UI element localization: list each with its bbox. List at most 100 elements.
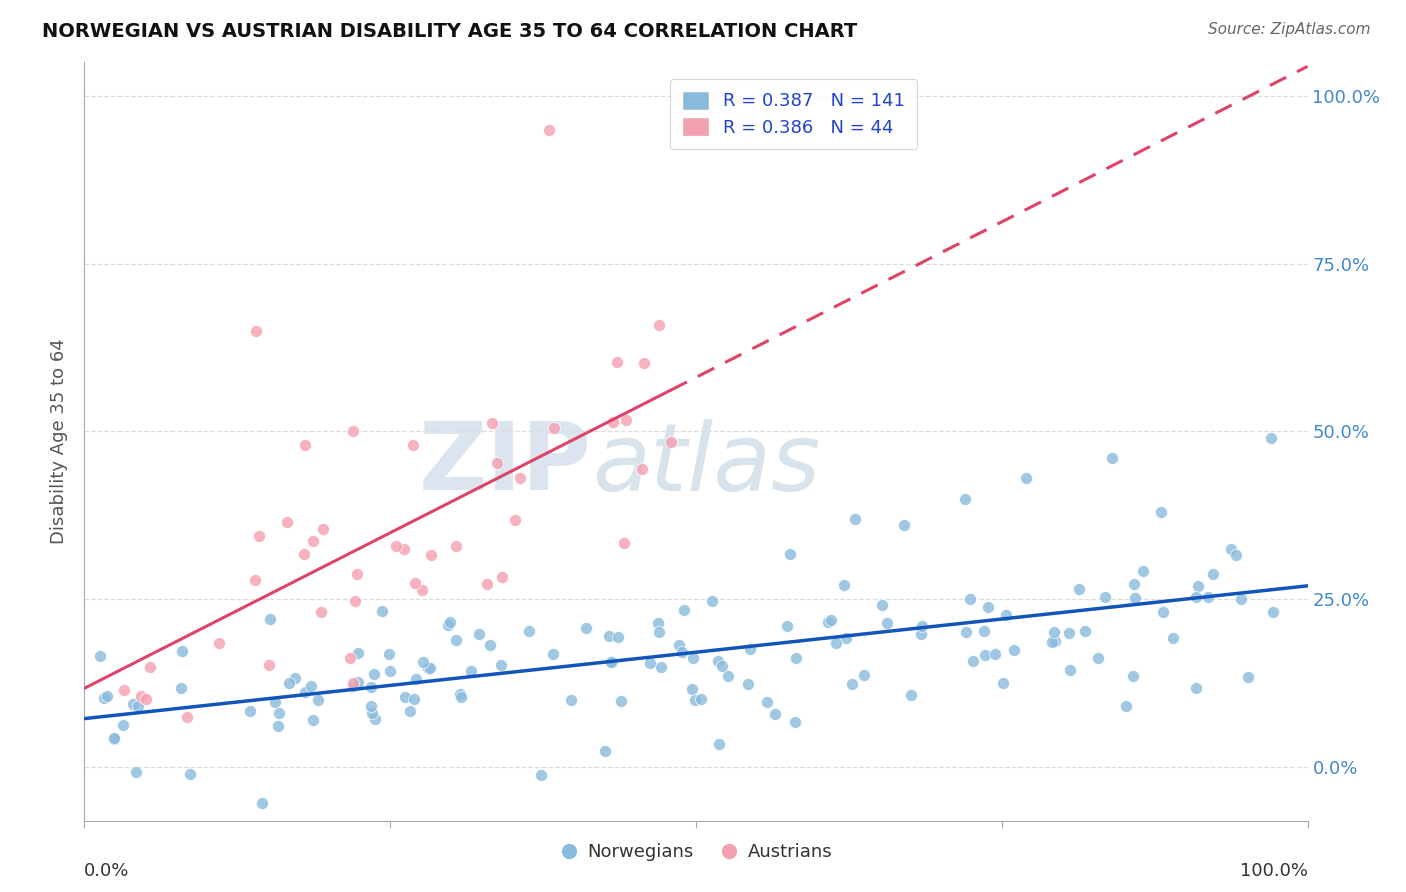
Point <box>347 675 370 690</box>
Point <box>361 706 384 720</box>
Point <box>640 656 662 670</box>
Point <box>139 659 162 673</box>
Point <box>575 620 598 634</box>
Point <box>689 692 711 706</box>
Point <box>707 737 730 751</box>
Point <box>404 692 426 706</box>
Point <box>962 654 984 668</box>
Point <box>339 651 361 665</box>
Point <box>135 691 157 706</box>
Point <box>974 648 997 662</box>
Point <box>717 669 740 683</box>
Point <box>682 650 704 665</box>
Point <box>977 600 1000 615</box>
Text: atlas: atlas <box>592 418 820 510</box>
Point <box>363 712 385 726</box>
Point <box>475 576 498 591</box>
Point <box>993 676 1015 690</box>
Point <box>648 624 671 639</box>
Point <box>953 491 976 506</box>
Point <box>776 618 799 632</box>
Legend: Norwegians, Austrians: Norwegians, Austrians <box>553 836 839 869</box>
Point <box>343 594 366 608</box>
Point <box>841 677 863 691</box>
Point <box>449 687 471 701</box>
Point <box>647 616 669 631</box>
Point <box>250 796 273 810</box>
Point <box>93 691 115 706</box>
Point <box>959 592 981 607</box>
Point <box>444 540 467 554</box>
Point <box>599 655 621 669</box>
Point <box>538 122 561 136</box>
Point <box>301 713 323 727</box>
Point <box>1260 431 1282 445</box>
Point <box>820 613 842 627</box>
Point <box>672 603 695 617</box>
Point <box>785 651 807 665</box>
Point <box>517 624 540 638</box>
Point <box>700 593 723 607</box>
Point <box>172 643 194 657</box>
Point <box>1225 548 1247 562</box>
Point <box>112 682 135 697</box>
Point <box>650 659 672 673</box>
Point <box>112 718 135 732</box>
Point <box>276 515 298 529</box>
Point <box>89 648 111 663</box>
Point <box>103 732 125 747</box>
Point <box>530 768 553 782</box>
Point <box>614 413 637 427</box>
Point <box>309 605 332 619</box>
Point <box>1152 606 1174 620</box>
Point <box>179 766 201 780</box>
Point <box>509 471 531 485</box>
Point <box>1043 625 1066 640</box>
Point <box>208 636 231 650</box>
Point <box>785 715 807 730</box>
Point <box>307 693 329 707</box>
Point <box>1115 698 1137 713</box>
Point <box>412 656 434 670</box>
Point <box>685 693 707 707</box>
Point <box>378 647 401 661</box>
Point <box>129 690 152 704</box>
Point <box>738 641 761 656</box>
Point <box>239 704 262 718</box>
Point <box>671 645 693 659</box>
Point <box>170 681 193 695</box>
Point <box>385 539 408 553</box>
Point <box>401 437 423 451</box>
Point <box>1123 591 1146 605</box>
Point <box>342 679 364 693</box>
Point <box>503 513 526 527</box>
Point <box>363 666 385 681</box>
Point <box>995 608 1018 623</box>
Point <box>264 694 287 708</box>
Point <box>176 710 198 724</box>
Point <box>1187 579 1209 593</box>
Point <box>124 765 146 780</box>
Point <box>844 512 866 526</box>
Point <box>346 567 368 582</box>
Point <box>1094 591 1116 605</box>
Point <box>1122 669 1144 683</box>
Point <box>299 679 322 693</box>
Point <box>607 630 630 644</box>
Text: 100.0%: 100.0% <box>1240 863 1308 880</box>
Point <box>900 688 922 702</box>
Point <box>955 624 977 639</box>
Point <box>1122 577 1144 591</box>
Point <box>1101 451 1123 466</box>
Point <box>1263 605 1285 619</box>
Point <box>380 665 402 679</box>
Point <box>763 706 786 721</box>
Point <box>606 355 628 369</box>
Point <box>278 675 301 690</box>
Point <box>411 582 433 597</box>
Point <box>439 615 461 630</box>
Point <box>360 699 382 714</box>
Point <box>600 655 623 669</box>
Point <box>394 690 416 705</box>
Point <box>468 626 491 640</box>
